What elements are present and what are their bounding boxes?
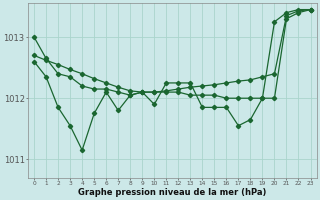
X-axis label: Graphe pression niveau de la mer (hPa): Graphe pression niveau de la mer (hPa) bbox=[78, 188, 267, 197]
